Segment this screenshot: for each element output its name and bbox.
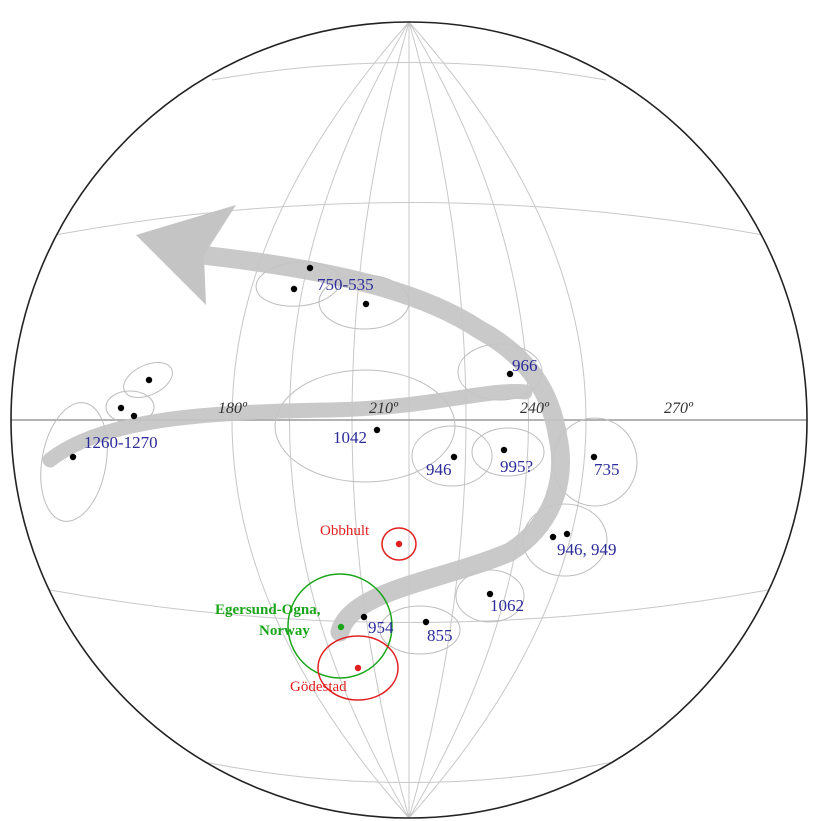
- norway-label: Norway: [259, 623, 310, 639]
- confidence-ellipse: [40, 402, 108, 522]
- sample-point: [563, 530, 571, 538]
- sample-point: [549, 533, 557, 541]
- date-label: 954: [368, 618, 394, 637]
- confidence-ellipses: [40, 261, 638, 655]
- sample-point: [506, 370, 514, 378]
- sample-points: [69, 264, 598, 626]
- date-label: 966: [512, 356, 538, 375]
- sample-point: [590, 453, 598, 461]
- date-label: 946, 949: [557, 540, 617, 559]
- sample-point: [145, 376, 153, 384]
- sample-point: [306, 264, 314, 272]
- sample-point: [362, 300, 370, 308]
- sample-point: [117, 404, 125, 412]
- egersund-point: [337, 623, 345, 631]
- azimuth-label-180: 180º: [218, 400, 248, 417]
- obbhult-point: [395, 540, 403, 548]
- sample-point: [360, 613, 368, 621]
- date-label: 946: [426, 460, 452, 479]
- sample-point: [500, 446, 508, 454]
- date-label: 995?: [500, 457, 533, 476]
- sample-point: [373, 426, 381, 434]
- sample-point: [130, 412, 138, 420]
- date-label: 1260-1270: [84, 433, 158, 452]
- primitive-circle: [10, 21, 808, 819]
- wander-arrowhead: [136, 205, 236, 305]
- egersund-label: Egersund-Ogna,: [215, 602, 321, 618]
- confidence-ellipse: [471, 427, 545, 477]
- godestad-circle: [317, 635, 399, 701]
- azimuth-label-240: 240º: [520, 400, 550, 417]
- egersund-circle: [287, 573, 393, 679]
- obbhult-label: Obbhult: [320, 523, 370, 539]
- wander-path-band: [168, 240, 570, 642]
- azimuth-label-210: 210º: [369, 400, 399, 417]
- date-label: 1062: [490, 596, 524, 615]
- confidence-ellipse: [455, 569, 525, 623]
- wander-path-branch: [42, 384, 533, 468]
- sample-point: [69, 453, 77, 461]
- confidence-ellipse: [379, 605, 461, 655]
- obbhult-circle: [381, 527, 417, 561]
- godestad-label: Gödestad: [290, 679, 347, 695]
- confidence-ellipse: [411, 425, 493, 487]
- azimuth-label-270: 270º: [664, 400, 694, 417]
- date-label: 855: [427, 626, 453, 645]
- sample-point: [450, 453, 458, 461]
- date-label: 735: [594, 460, 620, 479]
- godestad-point: [354, 664, 362, 672]
- sample-point: [422, 618, 430, 626]
- date-label: 1042: [333, 428, 367, 447]
- date-label: 750-535: [317, 275, 374, 294]
- sample-point: [290, 285, 298, 293]
- sample-point: [486, 590, 494, 598]
